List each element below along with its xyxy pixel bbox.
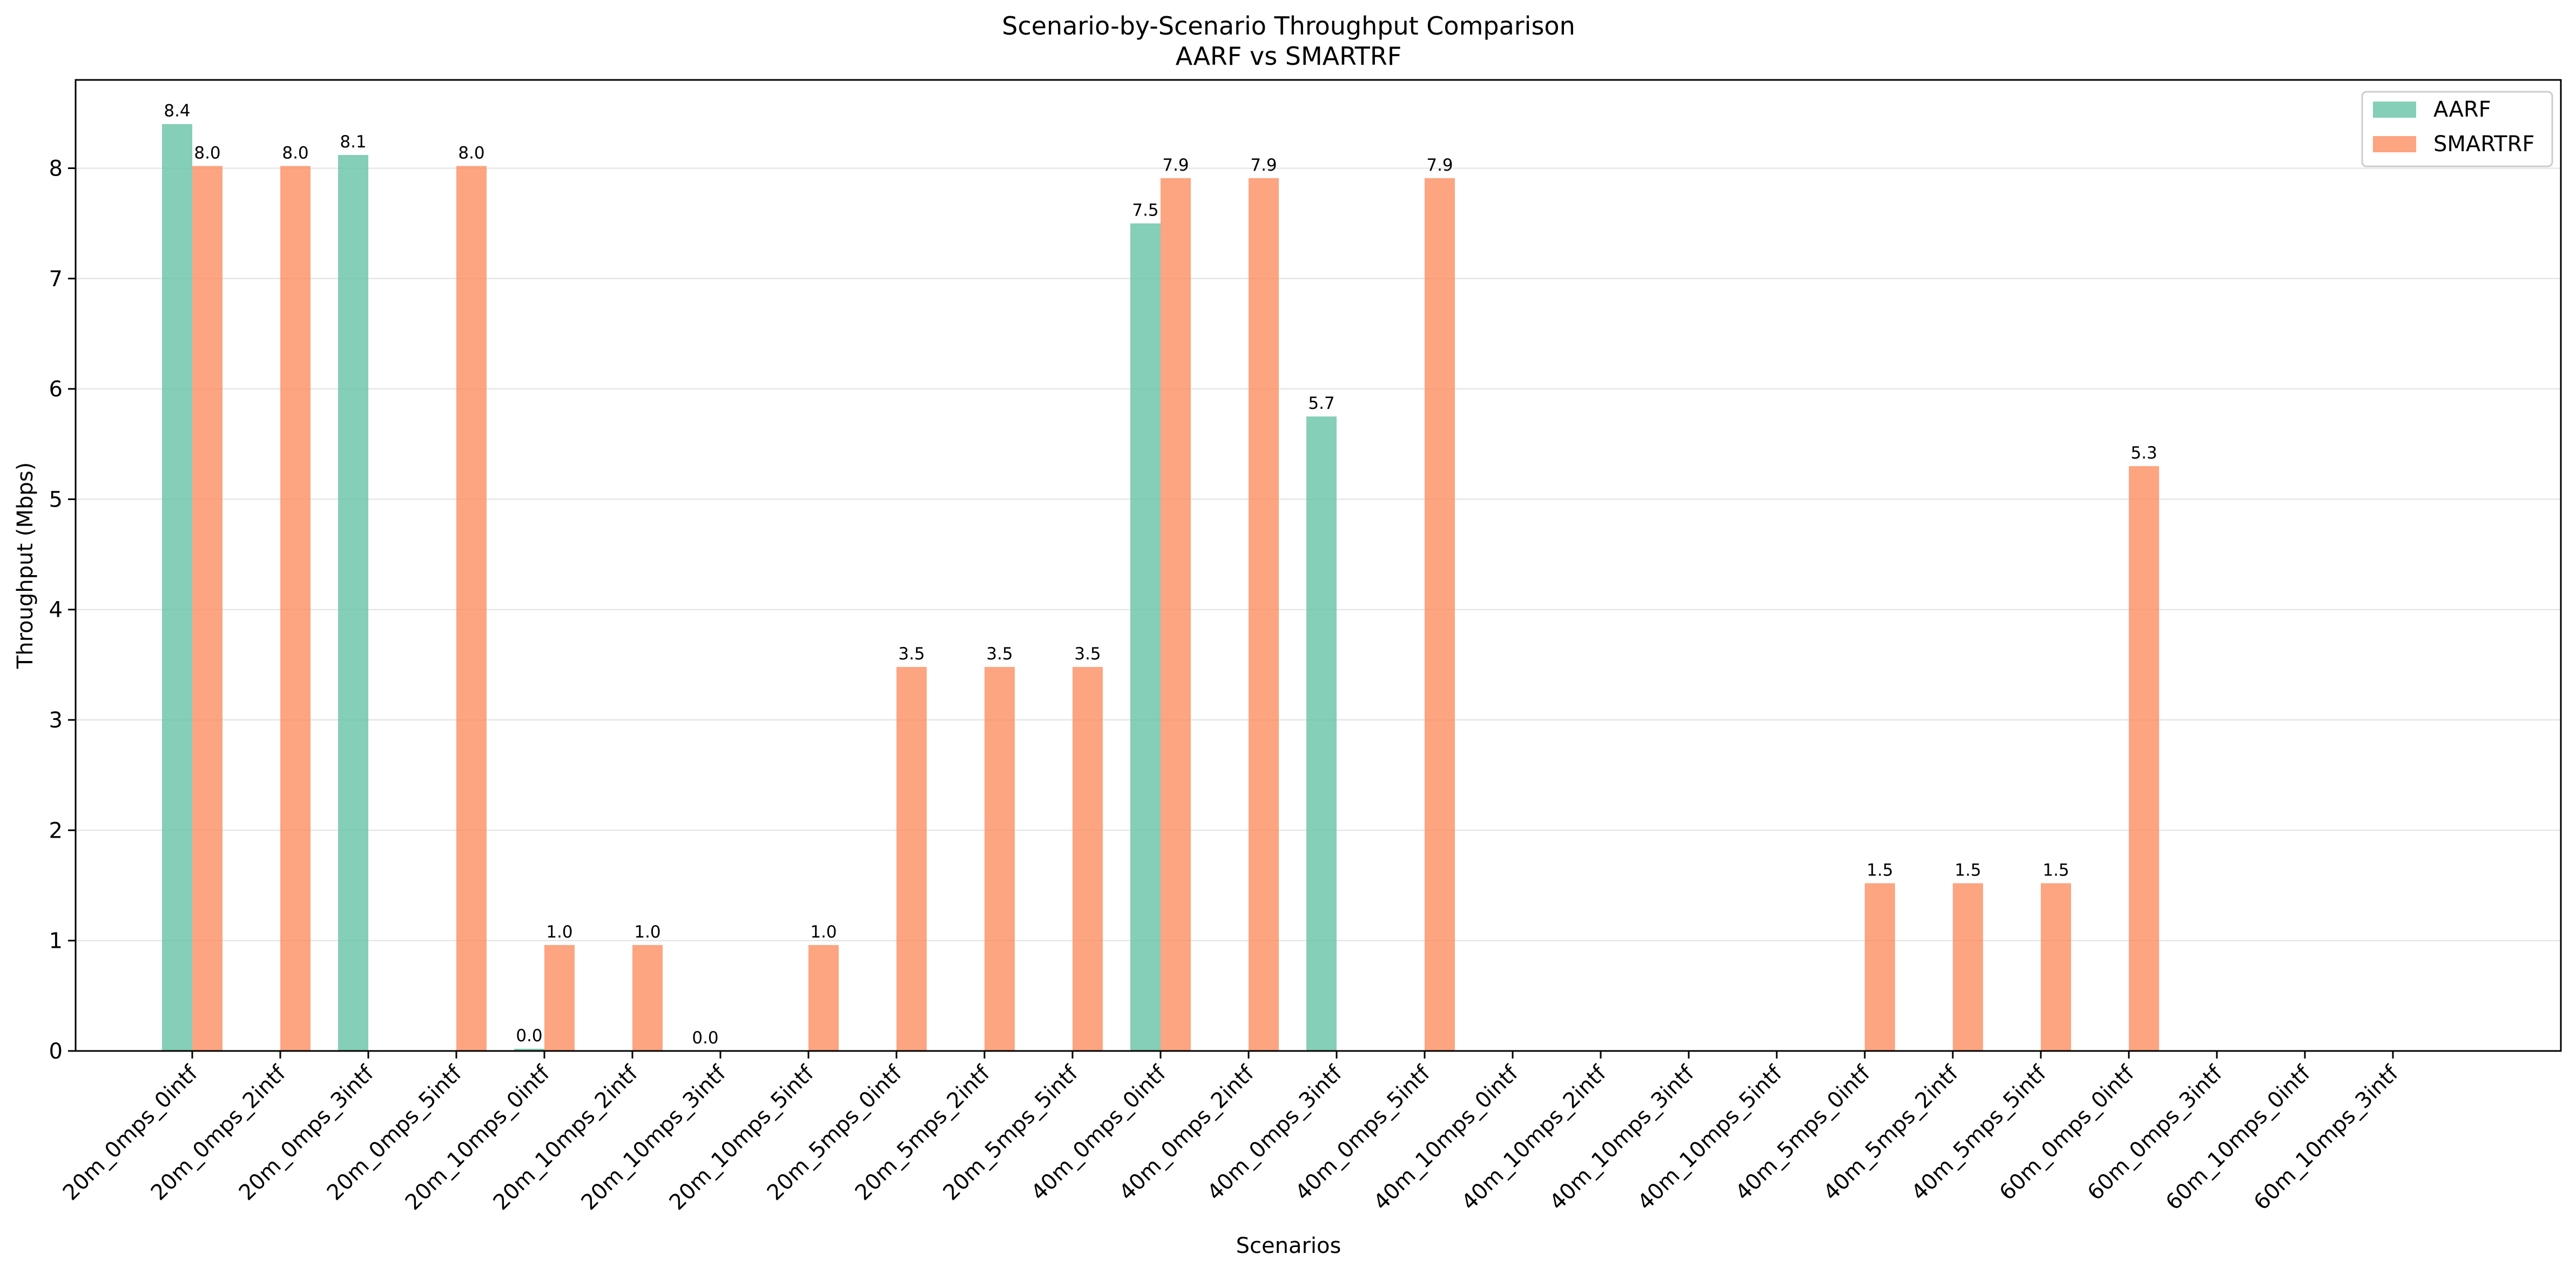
bar-value-label: 0.0 — [692, 1028, 718, 1048]
bar-value-label: 0.0 — [516, 1026, 542, 1046]
bar-smartrf-20m_0mps_5intf — [456, 166, 487, 1051]
y-tick-label: 0 — [49, 1039, 63, 1064]
chart-title: Scenario-by-Scenario Throughput Comparis… — [1002, 11, 1575, 41]
y-ticks: 0 1 2 3 4 5 6 7 8 — [49, 156, 76, 1064]
legend-label-aarf: AARF — [2433, 97, 2491, 122]
bar-value-label: 7.9 — [1426, 156, 1453, 175]
bar-value-label: 7.5 — [1132, 201, 1158, 220]
bar-value-label: 8.4 — [164, 102, 190, 121]
y-tick-label: 2 — [49, 818, 63, 843]
bar-aarf-40m_0mps_3intf — [1306, 416, 1337, 1051]
chart-subtitle: AARF vs SMARTRF — [1176, 42, 1402, 71]
x-tick-label: 40m_10mps_0intf — [1369, 1061, 1523, 1215]
y-tick-label: 8 — [49, 156, 63, 181]
bar-aarf-40m_0mps_0intf — [1130, 223, 1161, 1051]
legend-swatch-aarf — [2373, 102, 2416, 118]
y-axis-label: Throughput (Mbps) — [13, 462, 38, 669]
bars — [162, 124, 2159, 1051]
bar-value-label: 1.5 — [1954, 860, 1981, 880]
bar-value-label: 1.5 — [1866, 860, 1893, 880]
bar-value-label: 3.5 — [986, 644, 1013, 664]
bar-value-label: 8.0 — [282, 143, 308, 163]
bar-smartrf-20m_0mps_2intf — [280, 166, 311, 1051]
bar-value-labels: 8.4 8.1 0.0 0.0 7.5 5.7 8.0 8.0 8.0 1.0 1.0 1.0 3.5 3… — [164, 102, 2157, 1048]
bar-aarf-20m_10mps_0intf — [514, 1048, 544, 1051]
y-tick-label: 1 — [49, 929, 63, 954]
bar-smartrf-20m_5mps_0intf — [896, 666, 927, 1051]
bar-value-label: 5.7 — [1308, 394, 1334, 413]
bar-smartrf-40m_5mps_5intf — [2041, 883, 2071, 1051]
x-tick-label: 20m_10mps_3intf — [577, 1061, 731, 1215]
bar-smartrf-60m_0mps_0intf — [2129, 466, 2159, 1051]
x-tick-label: 20m_10mps_5intf — [665, 1061, 819, 1215]
bar-smartrf-20m_10mps_2intf — [632, 945, 663, 1051]
y-tick-label: 5 — [49, 487, 63, 512]
legend: AARF SMARTRF — [2361, 91, 2553, 167]
x-tick-label: 20m_10mps_2intf — [489, 1061, 643, 1215]
x-axis-label: Scenarios — [1236, 1233, 1341, 1258]
bar-smartrf-40m_0mps_2intf — [1249, 178, 1279, 1051]
bar-value-label: 1.5 — [2042, 860, 2069, 880]
y-tick-label: 4 — [49, 598, 63, 623]
bar-smartrf-20m_10mps_5intf — [808, 945, 839, 1051]
bar-value-label: 7.9 — [1250, 156, 1277, 175]
plot-frame — [75, 79, 2562, 1052]
bar-value-label: 1.0 — [546, 922, 572, 942]
bar-smartrf-40m_0mps_5intf — [1425, 178, 1455, 1051]
x-tick-label: 60m_10mps_0intf — [2161, 1061, 2316, 1215]
bar-value-label: 1.0 — [634, 922, 660, 942]
x-tick-label: 20m_10mps_0intf — [401, 1061, 555, 1215]
bar-smartrf-40m_5mps_2intf — [1953, 883, 1983, 1051]
y-tick-label: 7 — [49, 267, 63, 292]
x-tick-label: 60m_10mps_3intf — [2249, 1061, 2404, 1215]
bar-value-label: 8.0 — [458, 143, 484, 163]
bar-value-label: 3.5 — [1074, 644, 1101, 664]
x-tick-label: 40m_10mps_5intf — [1633, 1061, 1788, 1215]
bar-aarf-20m_0mps_0intf — [162, 124, 192, 1051]
bar-value-label: 5.3 — [2130, 443, 2157, 463]
bar-value-label: 8.1 — [340, 132, 366, 152]
bar-smartrf-20m_10mps_0intf — [544, 945, 575, 1051]
y-tick-label: 3 — [49, 708, 63, 733]
legend-label-smartrf: SMARTRF — [2433, 132, 2534, 157]
bar-aarf-20m_0mps_3intf — [338, 154, 368, 1051]
bar-smartrf-40m_5mps_0intf — [1865, 883, 1895, 1051]
bar-smartrf-20m_5mps_5intf — [1073, 666, 1103, 1051]
x-ticks: 20m_0mps_0intf20m_0mps_2intf20m_0mps_3in… — [58, 1051, 2404, 1215]
bar-value-label: 1.0 — [810, 922, 837, 942]
legend-swatch-smartrf — [2373, 136, 2416, 152]
y-tick-label: 6 — [49, 377, 63, 402]
bar-value-label: 3.5 — [898, 644, 925, 664]
bar-smartrf-20m_0mps_0intf — [192, 166, 222, 1051]
bar-value-label: 7.9 — [1162, 156, 1189, 175]
bar-smartrf-20m_5mps_2intf — [984, 666, 1015, 1051]
bar-smartrf-40m_0mps_0intf — [1161, 178, 1191, 1051]
x-tick-label: 40m_10mps_3intf — [1545, 1061, 1700, 1215]
x-tick-label: 40m_10mps_2intf — [1457, 1061, 1611, 1215]
bar-value-label: 8.0 — [194, 143, 220, 163]
